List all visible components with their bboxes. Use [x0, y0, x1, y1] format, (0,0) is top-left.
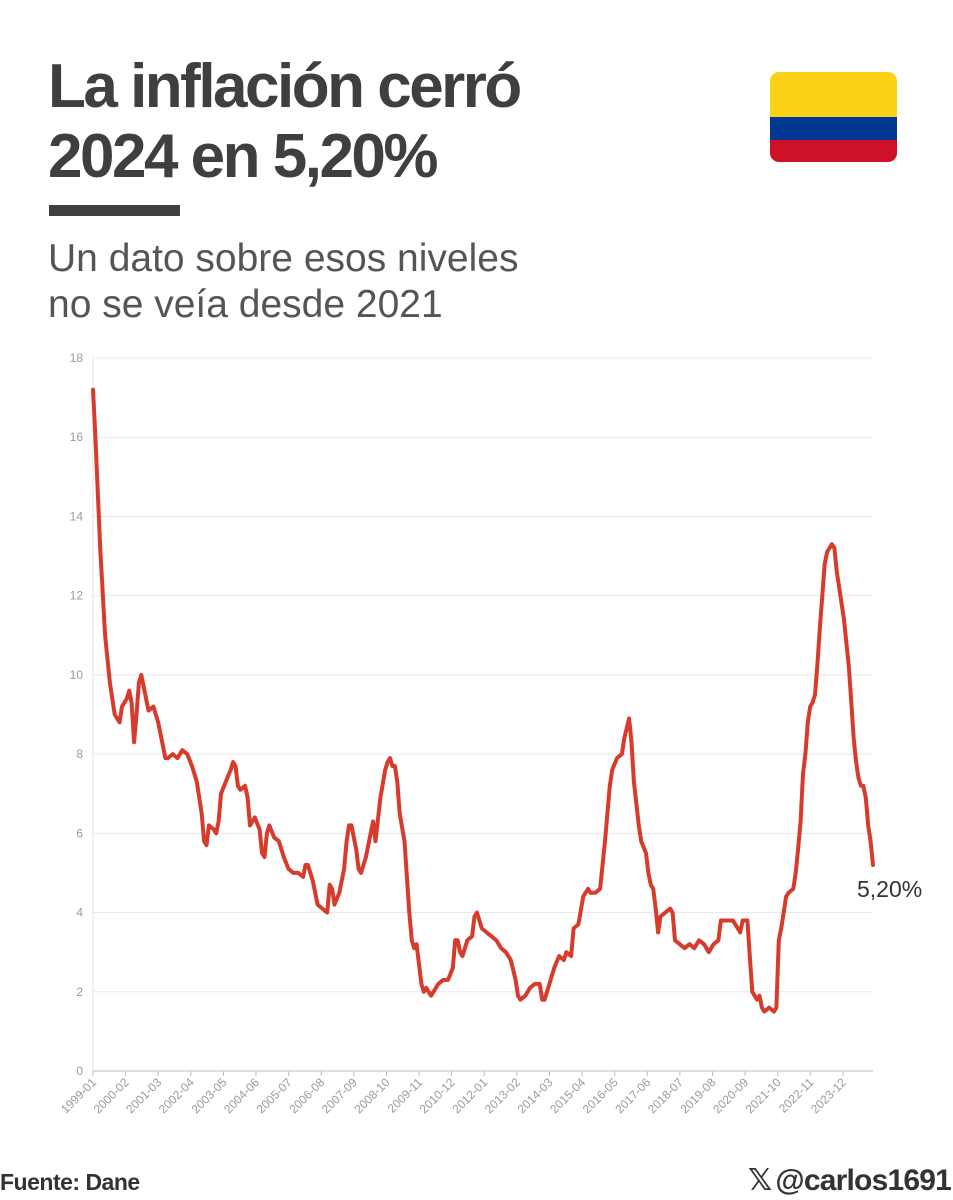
- y-tick-label: 4: [76, 906, 83, 920]
- y-tick-label: 2: [76, 985, 83, 999]
- inflation-line-chart: 0 2 4 6 8 10 12 14 16 18 1999-012000-022001-03200…: [58, 351, 922, 1116]
- flag-stripe-red: [770, 139, 897, 162]
- subtitle-line-1: Un dato sobre esos niveles: [48, 237, 519, 280]
- chart-gridlines: [92, 357, 873, 1072]
- x-tick-label: 2021-10: [743, 1075, 784, 1116]
- x-axis-ticks: 1999-012000-022001-032002-042003-052004-…: [58, 1071, 849, 1116]
- handle-text: @carlos1691: [775, 1163, 951, 1197]
- y-tick-label: 10: [70, 668, 84, 682]
- flag-stripe-blue: [770, 117, 897, 140]
- title-line-2: 2024 en 5,20%: [48, 122, 439, 191]
- y-axis-ticks: 0 2 4 6 8 10 12 14 16 18: [70, 351, 84, 1078]
- end-value-label: 5,20%: [857, 876, 922, 902]
- y-tick-label: 16: [70, 430, 84, 444]
- y-tick-label: 12: [70, 589, 84, 603]
- title-underline: [49, 205, 180, 216]
- page-title: La inflación cerró 2024 en 5,20%: [48, 52, 522, 192]
- author-handle: 𝕏 @carlos1691: [748, 1163, 952, 1198]
- title-line-1: La inflación cerró: [48, 52, 522, 121]
- y-tick-label: 8: [76, 747, 83, 761]
- x-tick-label: 2008-10: [352, 1075, 393, 1116]
- y-tick-label: 18: [70, 351, 84, 365]
- y-tick-label: 14: [70, 509, 84, 523]
- colombia-flag-icon: [770, 72, 897, 162]
- subtitle-line-2: no se veía desde 2021: [48, 283, 443, 326]
- flag-stripe-yellow: [770, 72, 897, 117]
- x-tick-label: 2023-12: [808, 1075, 849, 1116]
- page-subtitle: Un dato sobre esos niveles no se veía de…: [48, 236, 518, 328]
- y-tick-label: 0: [76, 1064, 83, 1078]
- inflation-series-line: [91, 387, 875, 1014]
- source-credit: Fuente: Dane: [0, 1169, 140, 1195]
- x-logo-icon: 𝕏: [748, 1164, 772, 1197]
- y-tick-label: 6: [76, 826, 83, 840]
